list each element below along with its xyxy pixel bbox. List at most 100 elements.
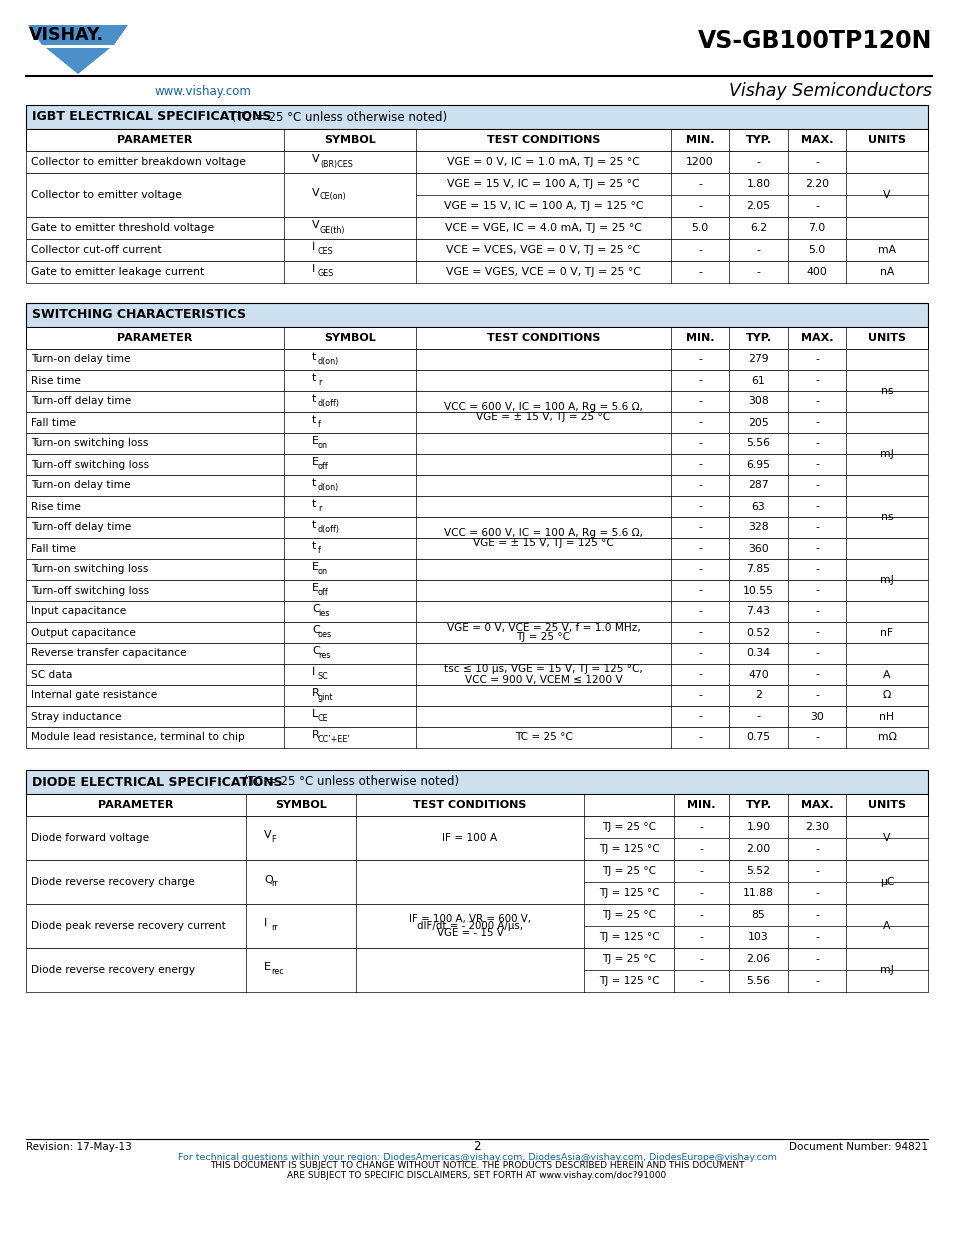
Text: Stray inductance: Stray inductance: [30, 711, 121, 721]
Bar: [26, 904, 927, 948]
Bar: [26, 327, 927, 350]
Text: VGE = 15 V, IC = 100 A, TJ = 125 °C: VGE = 15 V, IC = 100 A, TJ = 125 °C: [443, 201, 642, 211]
Text: VGE = - 15 V: VGE = - 15 V: [436, 927, 503, 939]
Text: -: -: [814, 732, 818, 742]
Text: -: -: [698, 543, 701, 553]
Text: For technical questions within your region: DiodesAmericas@vishay.com, DiodesAsi: For technical questions within your regi…: [177, 1152, 776, 1161]
Text: SWITCHING CHARACTERISTICS: SWITCHING CHARACTERISTICS: [32, 309, 246, 321]
Text: Collector to emitter voltage: Collector to emitter voltage: [30, 190, 182, 200]
Text: 7.43: 7.43: [745, 606, 770, 616]
Text: I: I: [312, 667, 314, 677]
Text: VCC = 600 V, IC = 100 A, Rg = 5.6 Ω,: VCC = 600 V, IC = 100 A, Rg = 5.6 Ω,: [443, 529, 642, 538]
Text: MIN.: MIN.: [685, 135, 714, 144]
Bar: [26, 391, 927, 412]
Text: off: off: [317, 588, 329, 597]
Text: TJ = 25 °C: TJ = 25 °C: [516, 632, 570, 642]
Text: -: -: [699, 866, 702, 876]
Text: TJ = 125 °C: TJ = 125 °C: [598, 976, 659, 986]
Text: Rise time: Rise time: [30, 501, 81, 511]
Text: SYMBOL: SYMBOL: [324, 135, 375, 144]
Bar: [26, 685, 927, 706]
Text: E: E: [312, 457, 318, 467]
Text: VCC = 600 V, IC = 100 A, Rg = 5.6 Ω,: VCC = 600 V, IC = 100 A, Rg = 5.6 Ω,: [443, 403, 642, 412]
Text: V: V: [312, 154, 319, 164]
Text: 308: 308: [747, 396, 768, 406]
Text: Diode reverse recovery energy: Diode reverse recovery energy: [30, 965, 195, 974]
Text: -: -: [698, 245, 701, 254]
Text: A: A: [882, 921, 890, 931]
Text: Diode reverse recovery charge: Diode reverse recovery charge: [30, 877, 194, 887]
Text: Gate to emitter threshold voltage: Gate to emitter threshold voltage: [30, 224, 214, 233]
Text: 2.05: 2.05: [745, 201, 770, 211]
Text: -: -: [699, 888, 702, 898]
Text: Turn-off switching loss: Turn-off switching loss: [30, 459, 149, 469]
Text: 279: 279: [747, 354, 768, 364]
Text: -: -: [814, 976, 818, 986]
Text: -: -: [814, 606, 818, 616]
Text: C: C: [312, 646, 319, 656]
Text: 2.00: 2.00: [745, 844, 770, 853]
Bar: [26, 643, 927, 664]
Text: 5.56: 5.56: [745, 438, 770, 448]
Text: Fall time: Fall time: [30, 417, 76, 427]
Text: 360: 360: [747, 543, 768, 553]
Text: Diode forward voltage: Diode forward voltage: [30, 832, 149, 844]
Text: on: on: [317, 441, 328, 450]
Text: mJ: mJ: [879, 576, 893, 585]
Text: E: E: [264, 962, 271, 972]
Text: TJ = 25 °C: TJ = 25 °C: [601, 910, 656, 920]
Text: -: -: [699, 976, 702, 986]
Text: t: t: [312, 352, 316, 362]
Text: -: -: [699, 953, 702, 965]
Text: VGE = 15 V, IC = 100 A, TJ = 25 °C: VGE = 15 V, IC = 100 A, TJ = 25 °C: [447, 179, 639, 189]
Text: nF: nF: [880, 627, 893, 637]
Text: PARAMETER: PARAMETER: [98, 800, 173, 810]
Text: t: t: [312, 499, 316, 509]
Text: -: -: [698, 669, 701, 679]
Text: VGE = 0 V, VCE = 25 V, f = 1.0 MHz,: VGE = 0 V, VCE = 25 V, f = 1.0 MHz,: [446, 622, 639, 632]
Text: CE(on): CE(on): [319, 193, 346, 201]
Text: -: -: [814, 438, 818, 448]
Text: CE: CE: [317, 714, 328, 722]
Text: -: -: [814, 690, 818, 700]
Text: Input capacitance: Input capacitance: [30, 606, 126, 616]
Text: -: -: [814, 157, 818, 167]
Text: Gate to emitter leakage current: Gate to emitter leakage current: [30, 267, 204, 277]
Bar: [26, 769, 927, 794]
Text: TJ = 125 °C: TJ = 125 °C: [598, 844, 659, 853]
Bar: [26, 261, 927, 283]
Text: 2.06: 2.06: [745, 953, 770, 965]
Text: Turn-off switching loss: Turn-off switching loss: [30, 585, 149, 595]
Text: Turn-on switching loss: Turn-on switching loss: [30, 564, 149, 574]
Text: UNITS: UNITS: [867, 333, 905, 343]
Text: -: -: [698, 267, 701, 277]
Text: TJ = 25 °C: TJ = 25 °C: [601, 866, 656, 876]
Bar: [26, 433, 927, 454]
Text: ARE SUBJECT TO SPECIFIC DISCLAIMERS, SET FORTH AT www.vishay.com/doc?91000: ARE SUBJECT TO SPECIFIC DISCLAIMERS, SET…: [287, 1171, 666, 1179]
Text: C: C: [312, 625, 319, 635]
Text: -: -: [814, 888, 818, 898]
Text: -: -: [814, 354, 818, 364]
Text: VGE = 0 V, IC = 1.0 mA, TJ = 25 °C: VGE = 0 V, IC = 1.0 mA, TJ = 25 °C: [447, 157, 639, 167]
Text: 85: 85: [751, 910, 764, 920]
Text: -: -: [699, 823, 702, 832]
Text: 205: 205: [747, 417, 768, 427]
Bar: [26, 706, 927, 727]
Text: -: -: [698, 690, 701, 700]
Text: F: F: [271, 836, 275, 845]
Text: Turn-on delay time: Turn-on delay time: [30, 480, 131, 490]
Text: Collector cut-off current: Collector cut-off current: [30, 245, 161, 254]
Text: VGE = ± 15 V, TJ = 125 °C: VGE = ± 15 V, TJ = 125 °C: [473, 538, 613, 548]
Text: DIODE ELECTRICAL SPECIFICATIONS: DIODE ELECTRICAL SPECIFICATIONS: [32, 776, 282, 788]
Text: PARAMETER: PARAMETER: [117, 135, 193, 144]
Text: nA: nA: [879, 267, 893, 277]
Bar: [26, 217, 927, 240]
Bar: [26, 173, 927, 217]
Text: R: R: [312, 730, 319, 740]
Bar: [26, 664, 927, 685]
Text: oes: oes: [317, 630, 332, 638]
Text: 1200: 1200: [685, 157, 713, 167]
Text: A: A: [882, 669, 890, 679]
Text: 6.2: 6.2: [749, 224, 766, 233]
Text: ns: ns: [880, 513, 892, 522]
